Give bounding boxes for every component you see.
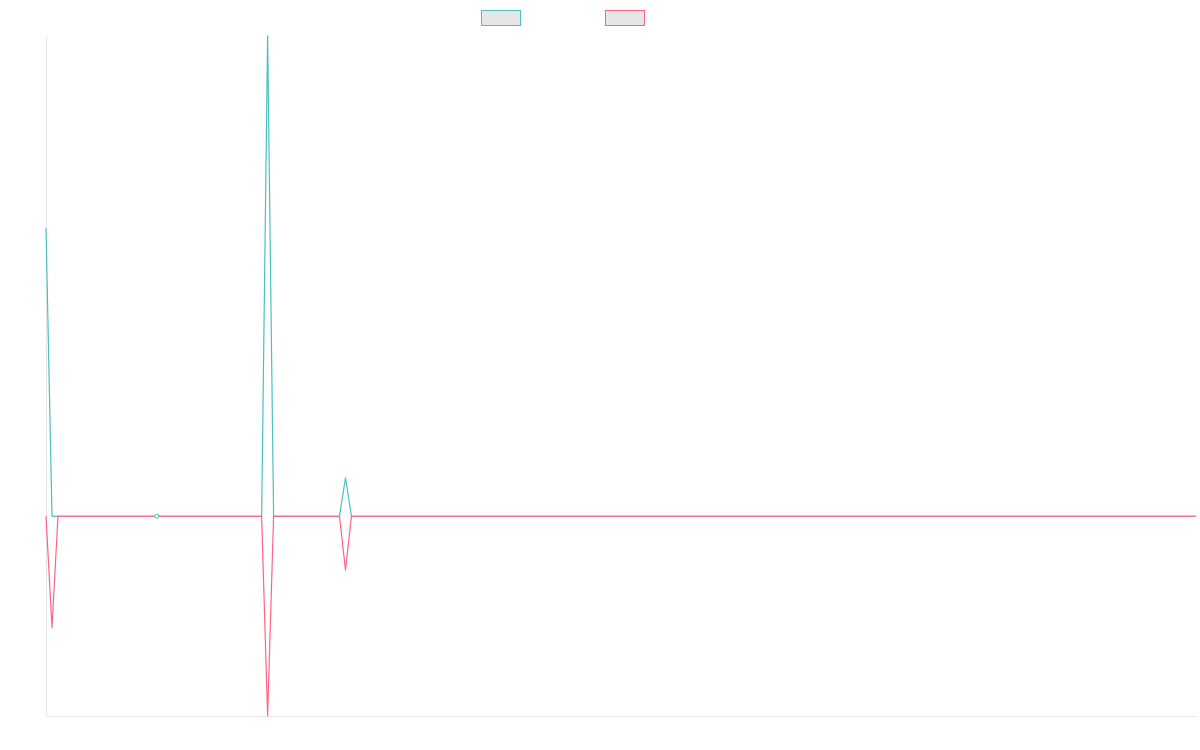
series-line-2 (45, 515, 1196, 717)
legend-item-2[interactable] (605, 10, 645, 26)
legend-item-1[interactable] (481, 10, 521, 26)
series-group (45, 35, 1196, 717)
series-line-1 (45, 35, 1196, 517)
legend (481, 10, 645, 26)
series-point-marker (154, 513, 160, 519)
